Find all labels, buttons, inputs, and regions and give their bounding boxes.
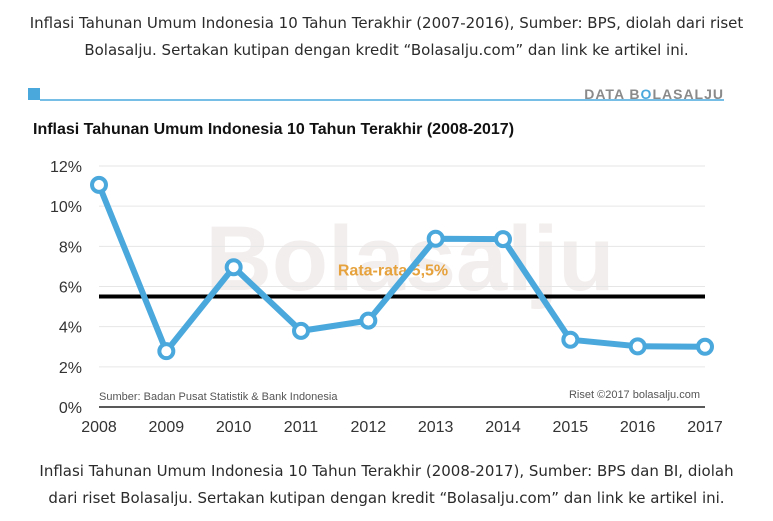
data-point <box>359 311 378 330</box>
x-tick-label: 2016 <box>620 419 656 436</box>
y-tick-label: 6% <box>59 280 82 297</box>
brand-square <box>28 88 40 100</box>
brand-logo: DATA BOLASALJU <box>584 86 724 102</box>
data-point <box>628 337 647 356</box>
y-tick-label: 8% <box>59 239 82 256</box>
data-point <box>426 229 445 248</box>
caption-top-line1: Inflasi Tahunan Umum Indonesia 10 Tahun … <box>29 14 744 32</box>
x-tick-label: 2017 <box>687 419 723 436</box>
credit-note: Riset ©2017 bolasalju.com <box>569 389 700 401</box>
y-tick-label: 12% <box>50 159 82 176</box>
y-tick-label: 4% <box>59 320 82 337</box>
reference-layer: Rata-rata 5,5% <box>99 263 705 299</box>
y-tick-label: 2% <box>59 360 82 377</box>
caption-top-line2: Bolasalju. Sertakan kutipan dengan kredi… <box>84 41 689 59</box>
x-tick-label: 2014 <box>485 419 521 436</box>
data-point <box>696 337 714 356</box>
series-line <box>96 181 708 355</box>
caption-bottom-line2: dari riset Bolasalju. Sertakan kutipan d… <box>48 489 725 507</box>
x-tick-label: 2015 <box>553 419 589 436</box>
data-point <box>292 321 310 340</box>
x-tick-label: 2010 <box>216 419 252 436</box>
caption-bottom: Inflasi Tahunan Umum Indonesia 10 Tahun … <box>0 458 773 512</box>
grid <box>99 165 705 408</box>
watermark: Bolasalju <box>205 208 614 310</box>
average-label: Rata-rata 5,5% <box>338 263 448 280</box>
y-axis: 0% 2% 4% 6% 8% 10% 12% <box>50 159 82 417</box>
y-tick-label: 0% <box>59 400 82 417</box>
data-point <box>224 258 243 277</box>
brand-logo-o: O <box>641 86 653 102</box>
x-tick-label: 2012 <box>351 419 387 436</box>
source-note: Sumber: Badan Pusat Statistik & Bank Ind… <box>99 391 338 403</box>
caption-bottom-line1: Inflasi Tahunan Umum Indonesia 10 Tahun … <box>39 462 734 480</box>
x-tick-label: 2008 <box>81 419 117 436</box>
y-tick-label: 10% <box>50 199 82 216</box>
brand-logo-prefix: DATA B <box>584 86 640 102</box>
x-axis: 2008 2009 2010 2011 2012 2013 2014 2015 2016 2017 <box>81 419 723 436</box>
chart-title: Inflasi Tahunan Umum Indonesia 10 Tahun … <box>33 121 514 138</box>
caption-top: Inflasi Tahunan Umum Indonesia 10 Tahun … <box>0 10 773 64</box>
data-point <box>494 230 512 249</box>
x-tick-label: 2013 <box>418 419 454 436</box>
brand-logo-suffix: LASALJU <box>652 86 724 102</box>
x-tick-label: 2009 <box>149 419 185 436</box>
data-point <box>90 175 108 194</box>
x-tick-label: 2011 <box>284 419 319 436</box>
data-point <box>157 342 176 361</box>
data-point <box>561 330 580 349</box>
series-layer <box>90 175 714 361</box>
